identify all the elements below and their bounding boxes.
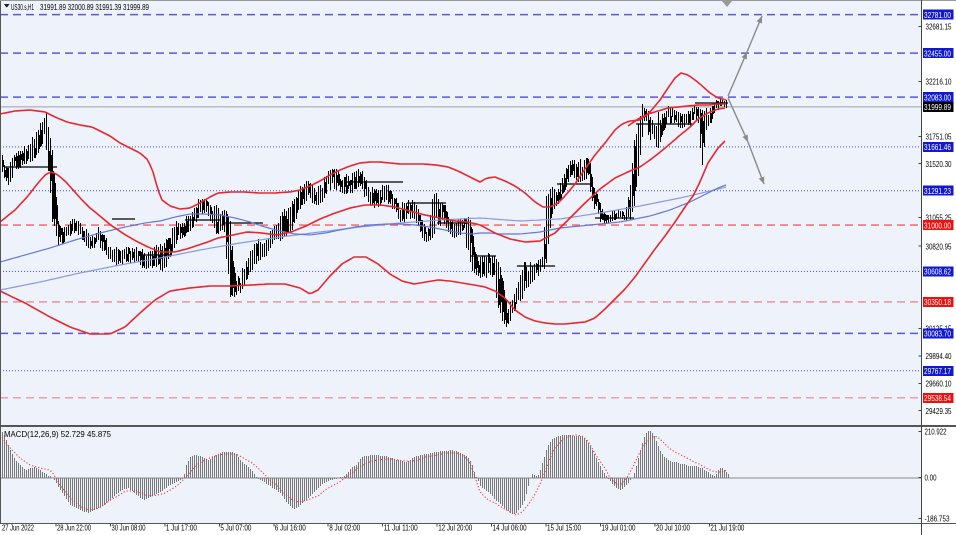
svg-text:210.922: 210.922 bbox=[925, 427, 947, 437]
svg-text:8 Jul 02:00: 8 Jul 02:00 bbox=[329, 524, 360, 533]
svg-text:31291.23: 31291.23 bbox=[924, 186, 951, 196]
svg-text:31055.25: 31055.25 bbox=[926, 213, 952, 223]
svg-text:31991.89 32000.89 31991.39 319: 31991.89 32000.89 31991.39 31999.89 bbox=[40, 3, 149, 12]
svg-text:29894.40: 29894.40 bbox=[926, 351, 952, 361]
svg-text:15 Jul 15:00: 15 Jul 15:00 bbox=[547, 524, 581, 533]
svg-text:31661.46: 31661.46 bbox=[924, 142, 951, 152]
svg-text:29429.35: 29429.35 bbox=[926, 406, 952, 416]
svg-text:32083.00: 32083.00 bbox=[924, 92, 951, 102]
svg-text:31000.00: 31000.00 bbox=[924, 220, 951, 230]
svg-text:12 Jul 20:00: 12 Jul 20:00 bbox=[438, 524, 472, 533]
svg-text:30608.62: 30608.62 bbox=[924, 267, 951, 277]
svg-text:-186.753: -186.753 bbox=[925, 514, 950, 524]
svg-text:32455.00: 32455.00 bbox=[924, 48, 951, 58]
svg-text:21 Jul 19:00: 21 Jul 19:00 bbox=[710, 524, 744, 533]
svg-text:32681.15: 32681.15 bbox=[926, 22, 952, 32]
svg-text:MACD(12,26,9) 52.729 45.875: MACD(12,26,9) 52.729 45.875 bbox=[4, 430, 112, 439]
svg-text:32216.10: 32216.10 bbox=[926, 77, 952, 87]
svg-text:0.00: 0.00 bbox=[925, 473, 937, 483]
svg-text:30820.95: 30820.95 bbox=[926, 241, 952, 251]
svg-text:20 Jul 10:00: 20 Jul 10:00 bbox=[656, 524, 690, 533]
svg-text:29660.10: 29660.10 bbox=[926, 379, 952, 389]
svg-text:27 Jun 2022: 27 Jun 2022 bbox=[2, 524, 34, 533]
svg-text:28 Jun 22:00: 28 Jun 22:00 bbox=[57, 524, 91, 533]
svg-text:29538.54: 29538.54 bbox=[924, 393, 951, 403]
svg-text:30 Jun 08:00: 30 Jun 08:00 bbox=[112, 524, 146, 533]
svg-text:5 Jul 07:00: 5 Jul 07:00 bbox=[220, 524, 251, 533]
svg-text:31999.89: 31999.89 bbox=[924, 102, 951, 112]
svg-text:14 Jul 06:00: 14 Jul 06:00 bbox=[493, 524, 527, 533]
svg-text:29767.17: 29767.17 bbox=[924, 366, 951, 376]
svg-text:30083.70: 30083.70 bbox=[924, 329, 951, 339]
svg-text:31751.05: 31751.05 bbox=[926, 132, 952, 142]
svg-text:30350.18: 30350.18 bbox=[924, 297, 951, 307]
svg-text:11 Jul 11:00: 11 Jul 11:00 bbox=[384, 524, 418, 533]
svg-text:1 Jul 17:00: 1 Jul 17:00 bbox=[166, 524, 197, 533]
svg-text:US30.s,H1: US30.s,H1 bbox=[11, 3, 34, 12]
svg-text:19 Jul 01:00: 19 Jul 01:00 bbox=[602, 524, 636, 533]
svg-text:6 Jul 16:00: 6 Jul 16:00 bbox=[275, 524, 306, 533]
svg-text:31520.30: 31520.30 bbox=[926, 159, 952, 169]
svg-text:32781.00: 32781.00 bbox=[924, 10, 951, 20]
